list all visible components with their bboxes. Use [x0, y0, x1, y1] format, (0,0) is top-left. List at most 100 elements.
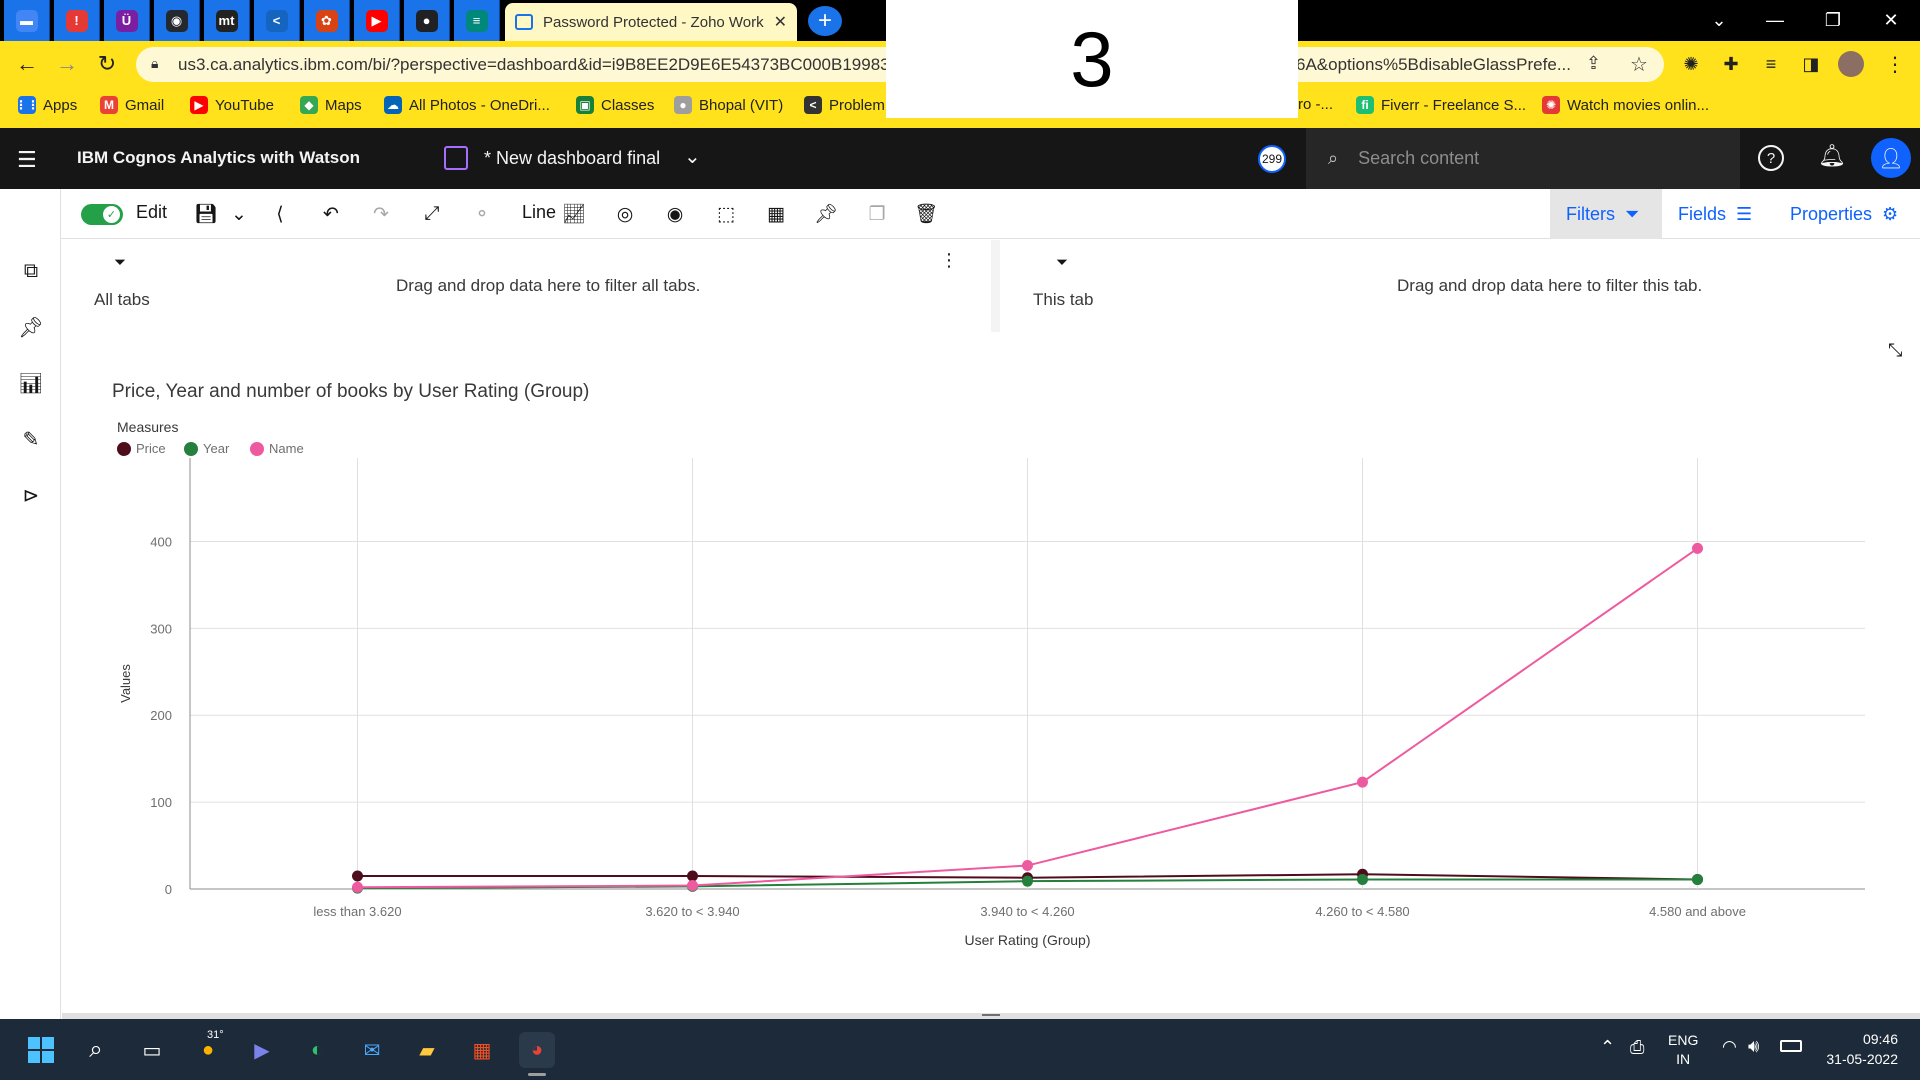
save-dropdown-chevron-icon[interactable]: ⌄ — [231, 203, 247, 225]
duplicate-icon[interactable]: ❐ — [868, 203, 886, 225]
resize-handle[interactable] — [62, 1013, 1920, 1019]
battery-icon[interactable] — [1780, 1040, 1802, 1052]
data-point-year[interactable] — [1022, 875, 1033, 887]
filter-divider-handle[interactable] — [991, 240, 1000, 332]
browser-tab[interactable]: ! — [54, 0, 100, 41]
back-icon[interactable]: ← — [16, 51, 38, 76]
redo-icon[interactable]: ↷ — [373, 203, 389, 225]
search-input[interactable]: Search content — [1358, 148, 1480, 168]
browser-tab[interactable]: < — [254, 0, 300, 41]
browser-tab[interactable]: mt — [204, 0, 250, 41]
bookmark-item[interactable]: ▣ Classes — [576, 96, 654, 114]
browser-tab[interactable]: ≡ — [454, 0, 500, 41]
data-point-year[interactable] — [1357, 873, 1368, 885]
extension-bug-icon[interactable]: ✺ — [1683, 53, 1699, 74]
all-tabs-overflow-menu-icon[interactable]: ⋮ — [940, 250, 958, 270]
data-point-year[interactable] — [1692, 873, 1703, 885]
bookmark-item[interactable]: ✺ Watch movies onlin... — [1542, 96, 1709, 114]
restore-icon[interactable]: ❐ — [1824, 10, 1842, 30]
language-indicator[interactable]: ENG IN — [1668, 1031, 1698, 1069]
bookmark-item[interactable]: ● Bhopal (VIT) — [674, 96, 783, 114]
data-point-name[interactable] — [1357, 776, 1368, 788]
this-tab-filter-dropzone[interactable]: ⏷ This tab Drag and drop data here to fi… — [1000, 240, 1920, 332]
weather-icon[interactable]: ● — [201, 1038, 215, 1061]
browser-menu-icon[interactable]: ⋮ — [1885, 53, 1905, 76]
media-icon[interactable]: ⊳ — [22, 484, 40, 507]
file-explorer-icon[interactable]: ▰ — [419, 1039, 435, 1062]
bookmark-item[interactable]: ro -... — [1298, 96, 1333, 113]
close-tab-icon[interactable]: ✕ — [773, 14, 787, 31]
bookmark-star-icon[interactable]: ☆ — [1630, 54, 1648, 76]
bookmark-item[interactable]: M Gmail — [100, 96, 164, 114]
data-point-name[interactable] — [1692, 542, 1703, 554]
chevron-down-icon[interactable]: ⌄ — [684, 146, 701, 168]
data-sources-icon[interactable]: ⧉ — [23, 259, 39, 282]
task-view-icon[interactable]: ▭ — [142, 1039, 162, 1062]
bookmark-item[interactable]: ◆ Maps — [300, 96, 362, 114]
hamburger-menu-icon[interactable]: ☰ — [17, 147, 37, 172]
user-profile-button[interactable]: 👤︎ — [1871, 138, 1911, 178]
line-chart-icon[interactable]: 📈︎ — [561, 204, 587, 225]
bookmark-item[interactable]: ⋮⋮ Apps — [15, 96, 77, 114]
side-panel-icon[interactable]: ◨ — [1802, 53, 1820, 74]
widgets-icon[interactable]: ✎ — [22, 428, 40, 451]
browser-tab[interactable]: ● — [404, 0, 450, 41]
volume-icon[interactable]: 🔊︎ — [1748, 1036, 1760, 1056]
color-palette-icon[interactable]: ◎ — [616, 203, 634, 225]
browser-tab[interactable]: ◉ — [154, 0, 200, 41]
insights-icon[interactable]: ◉ — [666, 203, 684, 225]
data-point-name[interactable] — [687, 880, 698, 892]
microsoft-store-icon[interactable]: ▦ — [472, 1039, 492, 1062]
browser-tab-active[interactable]: Password Protected - Zoho Work ✕ — [505, 3, 797, 41]
pin-panel-icon[interactable]: 📌︎ — [18, 316, 44, 339]
search-icon[interactable]: ⌕ — [89, 1036, 103, 1063]
pin-icon[interactable]: 📌︎ — [813, 204, 839, 225]
tab-fields[interactable]: Fields ☰ — [1662, 189, 1768, 239]
delete-icon[interactable]: 🗑︎ — [913, 204, 939, 225]
data-point-name[interactable] — [352, 881, 363, 893]
expand-icon[interactable]: ⤢ — [424, 203, 440, 224]
legend-item[interactable]: Price — [117, 441, 166, 456]
data-point-price[interactable] — [687, 870, 698, 882]
select-area-icon[interactable]: ⬚ — [717, 203, 735, 225]
chart-widget[interactable]: ⤡ Price, Year and number of books by Use… — [62, 333, 1920, 1013]
data-point-price[interactable] — [352, 870, 363, 882]
mail-icon[interactable]: ✉ — [363, 1039, 381, 1062]
tab-properties[interactable]: Properties ⚙︎ — [1774, 189, 1914, 239]
legend-item[interactable]: Name — [250, 441, 304, 456]
browser-tab[interactable]: ✿ — [304, 0, 350, 41]
line-chart[interactable]: 0 100 200 300 400 less than 3.620 3.620 to < 3… — [62, 333, 1920, 1013]
forward-icon[interactable]: → — [56, 51, 78, 76]
new-tab-button[interactable]: + — [808, 6, 842, 36]
undo-icon[interactable]: ↶ — [323, 203, 339, 225]
chrome-icon[interactable]: ◕ — [519, 1032, 555, 1068]
browser-tab[interactable]: Ü — [104, 0, 150, 41]
bookmark-item[interactable]: ▶ YouTube — [190, 96, 274, 114]
dashboard-title[interactable]: * New dashboard final — [484, 148, 661, 168]
collapse-icon[interactable]: ⤡ — [1888, 340, 1903, 360]
legend-item[interactable]: Year — [184, 441, 229, 456]
visualizations-icon[interactable]: 📊︎ — [18, 372, 44, 395]
bookmark-item[interactable]: ☁ All Photos - OneDri... — [384, 96, 550, 114]
profile-avatar[interactable] — [1836, 49, 1866, 79]
help-icon[interactable]: ? — [1758, 145, 1784, 171]
edge-browser-icon[interactable]: ◐ — [310, 1038, 324, 1061]
all-tabs-filter-dropzone[interactable]: ⏷ All tabs Drag and drop data here to fi… — [62, 240, 991, 332]
search-bar[interactable]: ⌕ Search content — [1306, 128, 1740, 189]
tab-search-icon[interactable]: ⌄ — [1711, 10, 1727, 30]
media-control-icon[interactable]: ≡ — [1765, 53, 1777, 74]
browser-tab[interactable]: ▬ — [4, 0, 50, 41]
browser-tab[interactable]: ▶ — [354, 0, 400, 41]
bookmark-item[interactable]: < Problem — [804, 96, 885, 114]
reload-icon[interactable]: ↻ — [97, 51, 117, 76]
minimize-icon[interactable]: — — [1766, 10, 1784, 30]
extensions-puzzle-icon[interactable]: ✚ — [1723, 53, 1739, 74]
share-icon[interactable]: ⇪ — [1586, 53, 1602, 73]
windows-start-icon[interactable] — [23, 1032, 59, 1068]
close-window-icon[interactable]: ✕ — [1883, 10, 1899, 30]
notifications-bell-icon[interactable]: 🔔︎ — [1818, 143, 1846, 168]
wifi-icon[interactable]: ◠ — [1722, 1037, 1737, 1056]
bookmark-item[interactable]: fi Fiverr - Freelance S... — [1356, 96, 1526, 114]
tab-filters[interactable]: Filters ⏷ — [1550, 189, 1662, 239]
data-point-name[interactable] — [1022, 860, 1033, 872]
